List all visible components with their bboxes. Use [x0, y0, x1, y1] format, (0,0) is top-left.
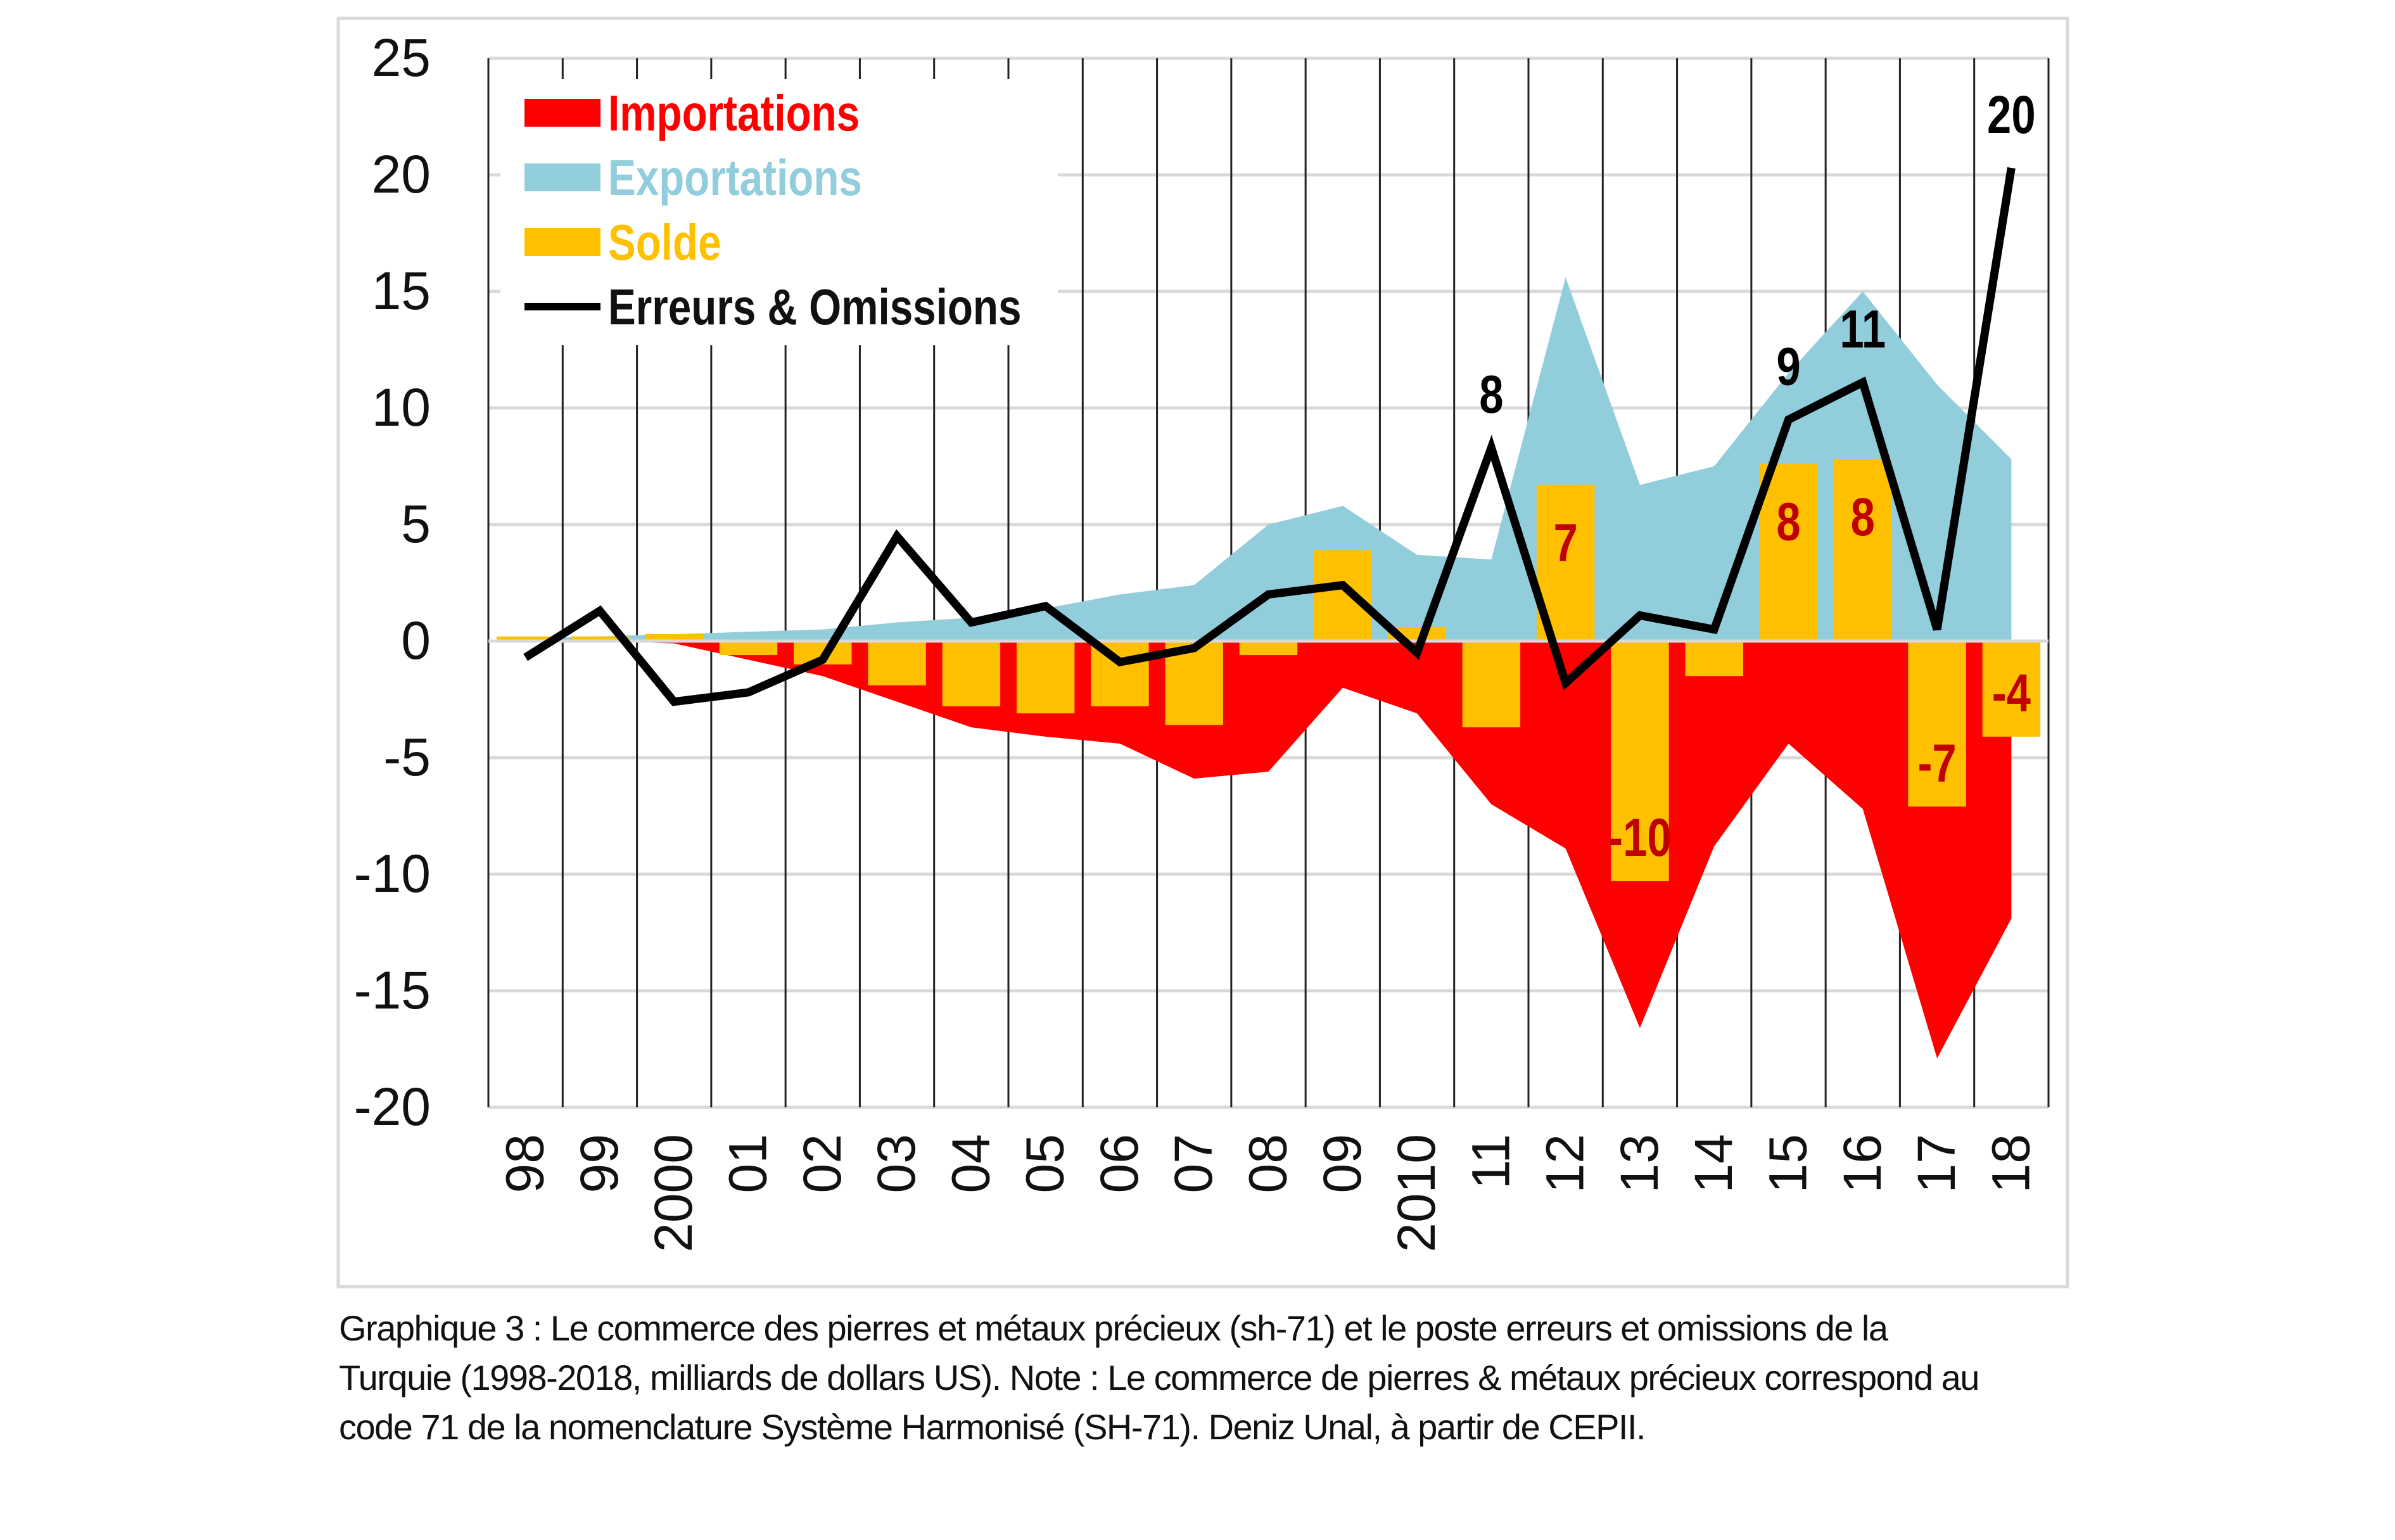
solde-bar [1685, 641, 1743, 677]
x-tick-label: 09 [1312, 1134, 1372, 1193]
x-tick-label: 03 [867, 1134, 926, 1193]
x-tick-label: 06 [1090, 1134, 1149, 1193]
solde-bar [496, 636, 555, 641]
solde-bar [1834, 459, 1892, 641]
x-tick-label: 02 [792, 1134, 852, 1193]
x-tick-label: 18 [1981, 1134, 2040, 1193]
solde-bar [1462, 641, 1521, 728]
y-tick-label: 0 [401, 611, 431, 670]
caption-line: Turquie (1998-2018, milliards de dollars… [339, 1358, 1979, 1397]
solde-bar [868, 641, 926, 685]
solde-bar [942, 641, 1001, 707]
figure-caption: Graphique 3 : Le commerce des pierres et… [339, 1304, 2112, 1452]
x-tick-label: 16 [1833, 1134, 1892, 1193]
x-tick-label: 04 [941, 1134, 1000, 1193]
x-tick-label: 14 [1684, 1134, 1743, 1193]
solde-data-label: 8 [1776, 492, 1800, 552]
x-tick-label: 08 [1238, 1134, 1298, 1193]
legend-label: Exportations [608, 150, 862, 207]
x-tick-label: 12 [1535, 1134, 1595, 1193]
caption-line: code 71 de la nomenclature Système Harmo… [339, 1407, 1646, 1447]
y-tick-label: 5 [401, 494, 431, 554]
legend-label: Importations [608, 85, 860, 142]
line-data-label: 20 [1987, 86, 2036, 145]
x-tick-label: 2000 [644, 1134, 703, 1252]
solde-data-label: -4 [1992, 663, 2031, 723]
line-data-label: 8 [1479, 365, 1503, 424]
legend-swatch [524, 99, 600, 127]
caption-line: Graphique 3 : Le commerce des pierres et… [339, 1308, 1888, 1348]
y-tick-label: 15 [372, 261, 431, 321]
solde-data-label: -10 [1608, 808, 1672, 868]
solde-data-label: 8 [1851, 488, 1875, 547]
x-tick-label: 15 [1758, 1134, 1818, 1193]
solde-bar [571, 636, 629, 641]
x-tick-label: 98 [495, 1134, 555, 1193]
solde-bar [1908, 641, 1966, 807]
x-tick-label: 17 [1907, 1134, 1966, 1193]
x-tick-label: 01 [718, 1134, 778, 1193]
x-tick-label: 2010 [1387, 1134, 1446, 1252]
y-tick-label: -20 [354, 1077, 431, 1136]
x-tick-label: 99 [569, 1134, 629, 1193]
solde-bar [1759, 464, 1818, 641]
solde-bar [645, 633, 703, 641]
line-data-label: 9 [1776, 337, 1800, 397]
y-tick-label: -5 [383, 727, 431, 787]
line-data-label: 11 [1839, 300, 1886, 359]
x-tick-label: 05 [1015, 1134, 1075, 1193]
legend-swatch [524, 163, 600, 191]
y-tick-label: -15 [354, 960, 431, 1020]
solde-data-label: -7 [1917, 734, 1956, 793]
solde-bar [1314, 550, 1372, 641]
y-tick-label: -10 [354, 844, 431, 903]
y-tick-label: 10 [372, 378, 431, 437]
x-tick-label: 13 [1610, 1134, 1669, 1193]
x-tick-label: 11 [1461, 1134, 1520, 1189]
solde-bar [1016, 641, 1075, 714]
solde-bar [1239, 641, 1298, 656]
solde-bar [1982, 641, 2041, 737]
solde-bar [1611, 641, 1669, 882]
erreurs-omissions-line [523, 167, 2016, 706]
y-tick-label: 20 [372, 144, 431, 204]
legend-label: Erreurs & Omissions [608, 279, 1021, 336]
legend: Importations Exportations Solde Erreurs & O… [500, 79, 1058, 345]
exportations-area [525, 277, 2012, 641]
solde-bar [719, 641, 778, 656]
legend-swatch [524, 228, 600, 256]
y-tick-label: 25 [372, 28, 431, 87]
x-tick-label: 07 [1164, 1134, 1223, 1193]
solde-data-label: 7 [1553, 513, 1577, 573]
legend-label: Solde [608, 214, 721, 271]
